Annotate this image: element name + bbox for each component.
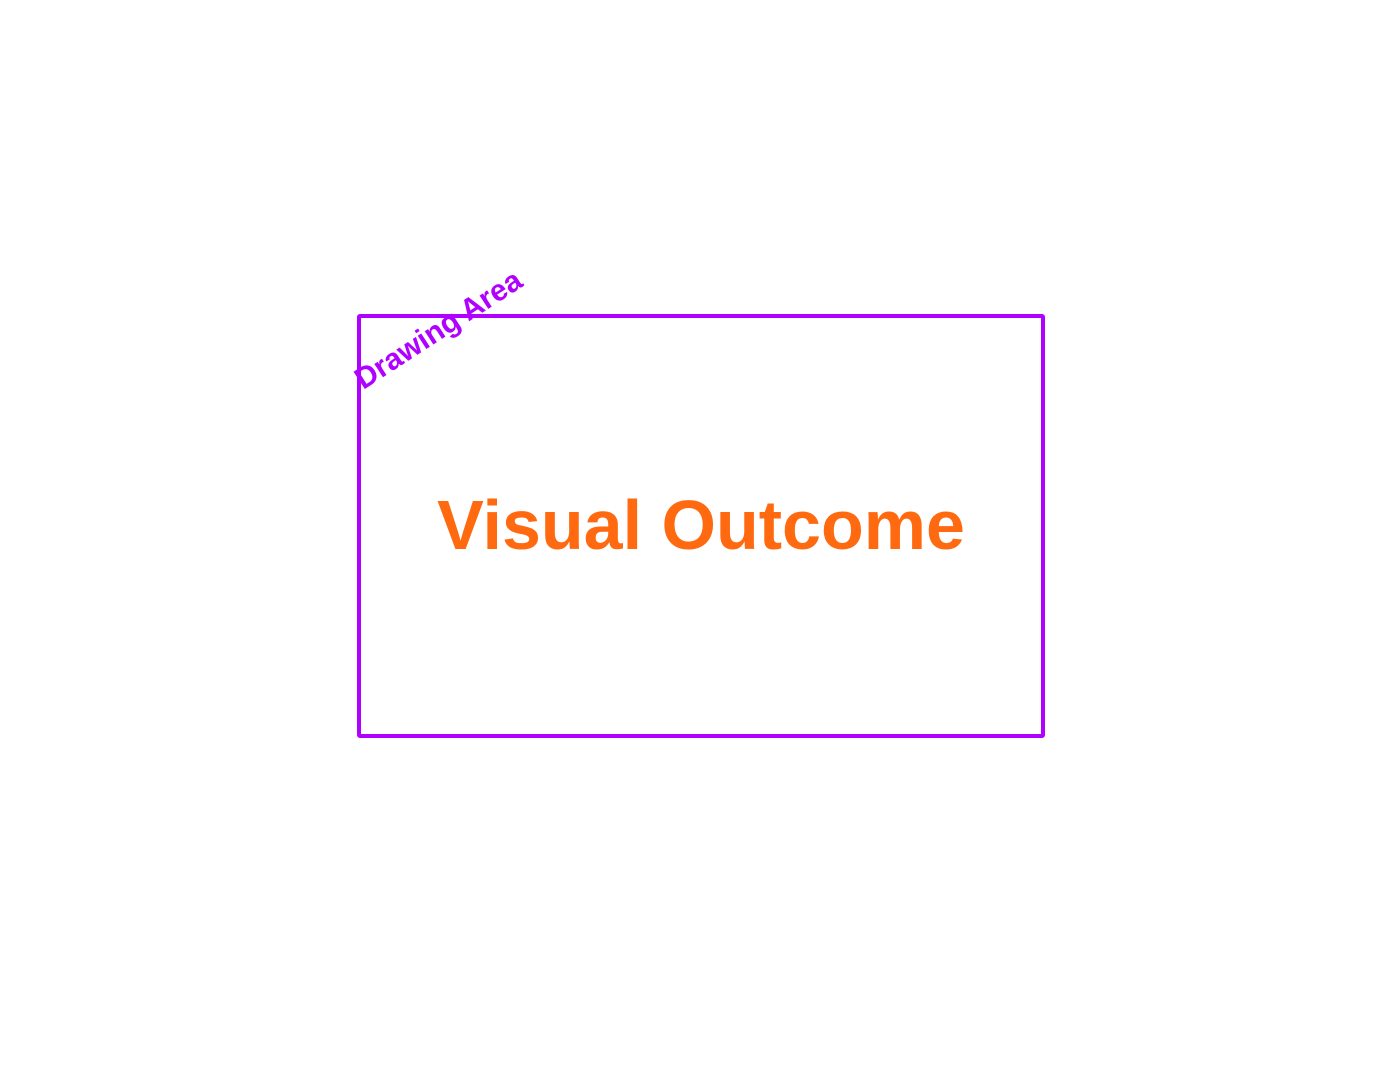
drawing-area-frame (357, 314, 1045, 738)
visual-outcome-text: Visual Outcome (437, 486, 965, 564)
